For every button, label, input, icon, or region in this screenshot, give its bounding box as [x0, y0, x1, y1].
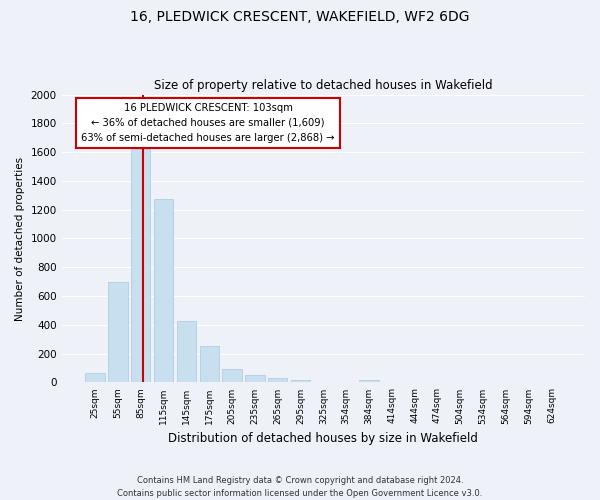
Bar: [177, 320, 196, 382]
Text: 16, PLEDWICK CRESCENT, WAKEFIELD, WF2 6DG: 16, PLEDWICK CRESCENT, WAKEFIELD, WF2 6D…: [130, 10, 470, 24]
Bar: [268, 378, 287, 382]
Text: Contains HM Land Registry data © Crown copyright and database right 2024.
Contai: Contains HM Land Registry data © Crown c…: [118, 476, 482, 498]
Bar: [200, 346, 219, 382]
Bar: [223, 370, 242, 382]
Bar: [85, 373, 105, 382]
Bar: [245, 375, 265, 382]
Y-axis label: Number of detached properties: Number of detached properties: [15, 156, 25, 320]
Bar: [154, 199, 173, 382]
Text: 16 PLEDWICK CRESCENT: 103sqm
← 36% of detached houses are smaller (1,609)
63% of: 16 PLEDWICK CRESCENT: 103sqm ← 36% of de…: [82, 103, 335, 143]
Bar: [131, 148, 151, 382]
X-axis label: Distribution of detached houses by size in Wakefield: Distribution of detached houses by size …: [169, 432, 478, 445]
Bar: [291, 380, 310, 382]
Title: Size of property relative to detached houses in Wakefield: Size of property relative to detached ho…: [154, 79, 493, 92]
Bar: [108, 282, 128, 382]
Bar: [359, 380, 379, 382]
